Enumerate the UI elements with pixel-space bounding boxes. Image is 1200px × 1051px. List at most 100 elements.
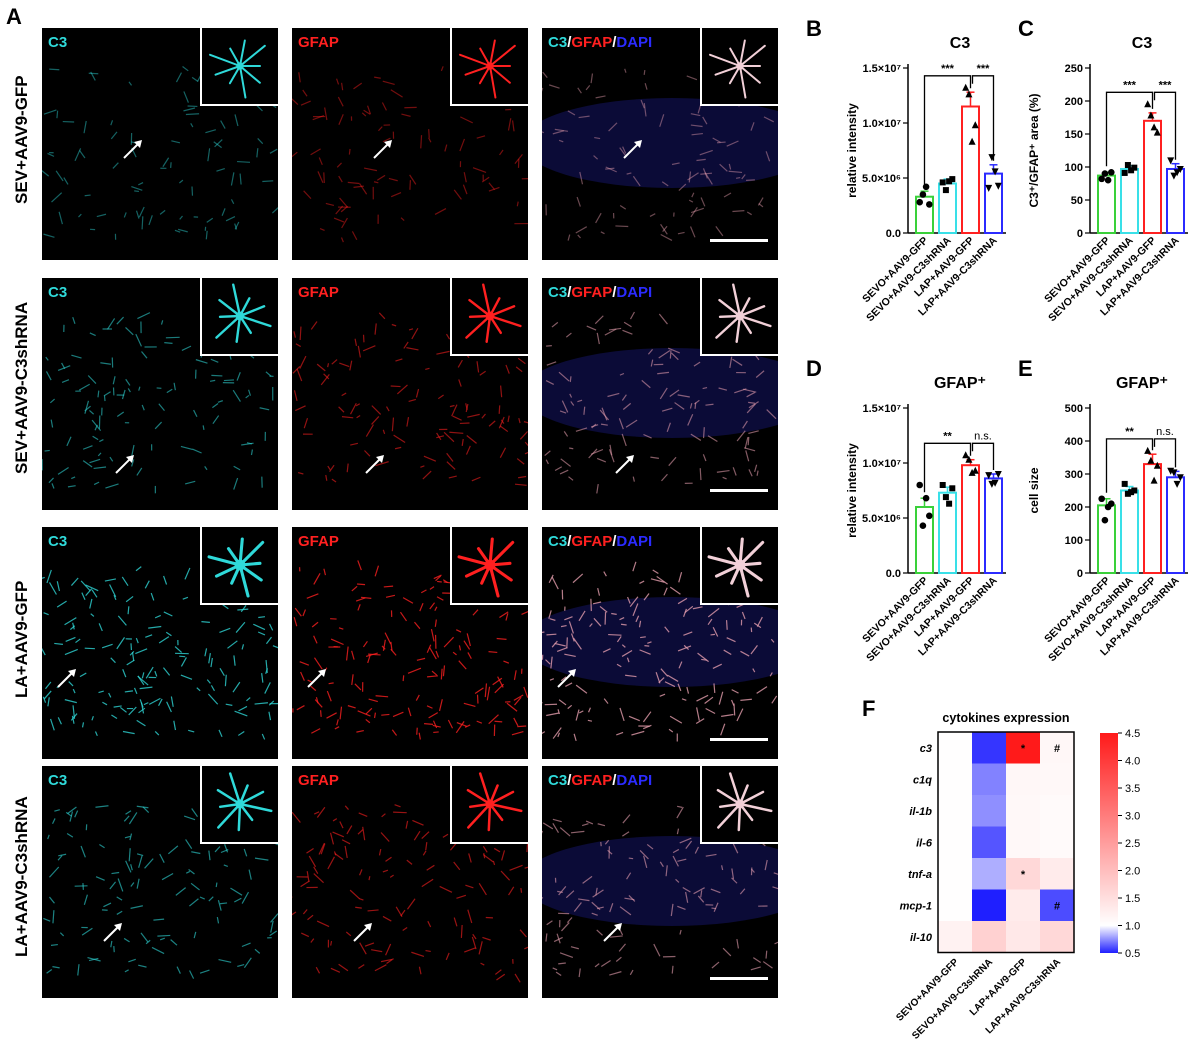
cell-process — [223, 379, 235, 382]
cell-process — [463, 640, 471, 650]
cell-process — [756, 686, 768, 694]
cell-process — [320, 843, 326, 855]
cell-process — [685, 840, 693, 849]
cell-process — [719, 163, 728, 172]
cell-process — [128, 958, 136, 963]
zoom-inset — [200, 278, 278, 356]
astrocyte-process — [709, 53, 741, 67]
data-point — [1121, 480, 1128, 487]
cell-process — [474, 687, 484, 695]
y-axis-label: relative intensity — [845, 103, 859, 198]
cell-process — [196, 687, 201, 692]
data-point — [1176, 165, 1184, 173]
cell-process — [554, 642, 566, 647]
cell-process — [440, 66, 444, 72]
heatmap-cell — [1006, 795, 1040, 827]
cell-process — [317, 171, 324, 184]
zoom-inset — [200, 766, 278, 844]
heatmap-cell — [938, 921, 972, 953]
cell-process — [389, 874, 394, 878]
cell-process — [635, 615, 640, 623]
slash-text: / — [612, 533, 617, 550]
cell-process — [183, 91, 189, 103]
cell-process — [224, 674, 227, 687]
cell-process — [223, 864, 229, 868]
cell-process — [677, 683, 682, 692]
cell-process — [195, 359, 208, 364]
cell-process — [299, 326, 302, 341]
data-point — [962, 451, 970, 459]
micrograph-panel: C3 — [42, 278, 278, 510]
cell-process — [407, 707, 412, 717]
cell-process — [555, 971, 562, 977]
cell-process — [334, 726, 340, 730]
astrocyte-process — [465, 314, 492, 339]
cell-process — [420, 135, 423, 149]
cell-process — [569, 393, 573, 398]
cell-process — [139, 699, 144, 708]
cell-process — [728, 163, 732, 170]
cell-process — [663, 587, 668, 596]
cell-process — [570, 830, 585, 834]
significance-label: *** — [977, 63, 991, 75]
panel-d-label: D — [806, 356, 822, 381]
cell-process — [381, 813, 386, 818]
micrograph-panel: C3 — [42, 28, 278, 260]
cell-process — [557, 709, 560, 715]
cell-process — [131, 444, 135, 457]
cell-process — [154, 421, 163, 430]
cell-process — [425, 367, 430, 370]
cell-process — [325, 202, 335, 207]
cell-process — [130, 864, 133, 871]
cell-process — [382, 137, 391, 143]
cell-process — [632, 561, 637, 572]
heatmap-cell — [1040, 921, 1074, 953]
cell-process — [669, 715, 683, 724]
cell-process — [206, 217, 214, 223]
cell-process — [411, 327, 419, 340]
data-point — [922, 183, 930, 191]
c3-channel-text: C3 — [548, 284, 568, 301]
cell-process — [310, 321, 318, 330]
heatmap-cell — [972, 921, 1006, 953]
cell-process — [125, 378, 131, 386]
cell-process — [151, 946, 165, 955]
cell-process — [437, 580, 442, 583]
gfap-channel-text: GFAP — [571, 284, 613, 301]
cell-process — [428, 137, 432, 143]
cell-process — [677, 905, 686, 910]
data-point — [991, 168, 999, 176]
cell-process — [103, 395, 106, 402]
cell-process — [774, 941, 778, 945]
cell-process — [712, 137, 721, 143]
cell-process — [705, 707, 716, 715]
cell-process — [207, 148, 211, 162]
significance-label: ** — [1125, 426, 1134, 438]
cell-process — [770, 638, 775, 643]
cell-process — [54, 642, 63, 645]
data-point — [988, 154, 996, 162]
y-tick-label: 0 — [1077, 568, 1083, 580]
astrocyte-process — [739, 39, 746, 67]
chart-title: GFAP⁺ — [1116, 375, 1168, 392]
cell-process — [137, 312, 151, 320]
cell-process — [179, 655, 186, 658]
cell-process — [113, 594, 117, 601]
cell-process — [449, 431, 464, 434]
cell-process — [481, 413, 486, 419]
slash-text: / — [567, 34, 572, 51]
colorbar-tick-label: 3.0 — [1125, 811, 1140, 823]
cell-process — [521, 610, 528, 615]
cell-process — [55, 170, 64, 182]
cell-process — [233, 477, 239, 490]
cell-process — [43, 109, 57, 115]
cell-process — [524, 441, 528, 447]
data-point — [946, 178, 953, 185]
cell-process — [570, 633, 575, 642]
c3-channel-text: C3 — [548, 34, 568, 51]
cell-process — [295, 405, 306, 412]
cell-process — [334, 853, 344, 861]
data-point — [971, 121, 979, 129]
cell-process — [575, 226, 588, 234]
cell-process — [746, 211, 752, 216]
